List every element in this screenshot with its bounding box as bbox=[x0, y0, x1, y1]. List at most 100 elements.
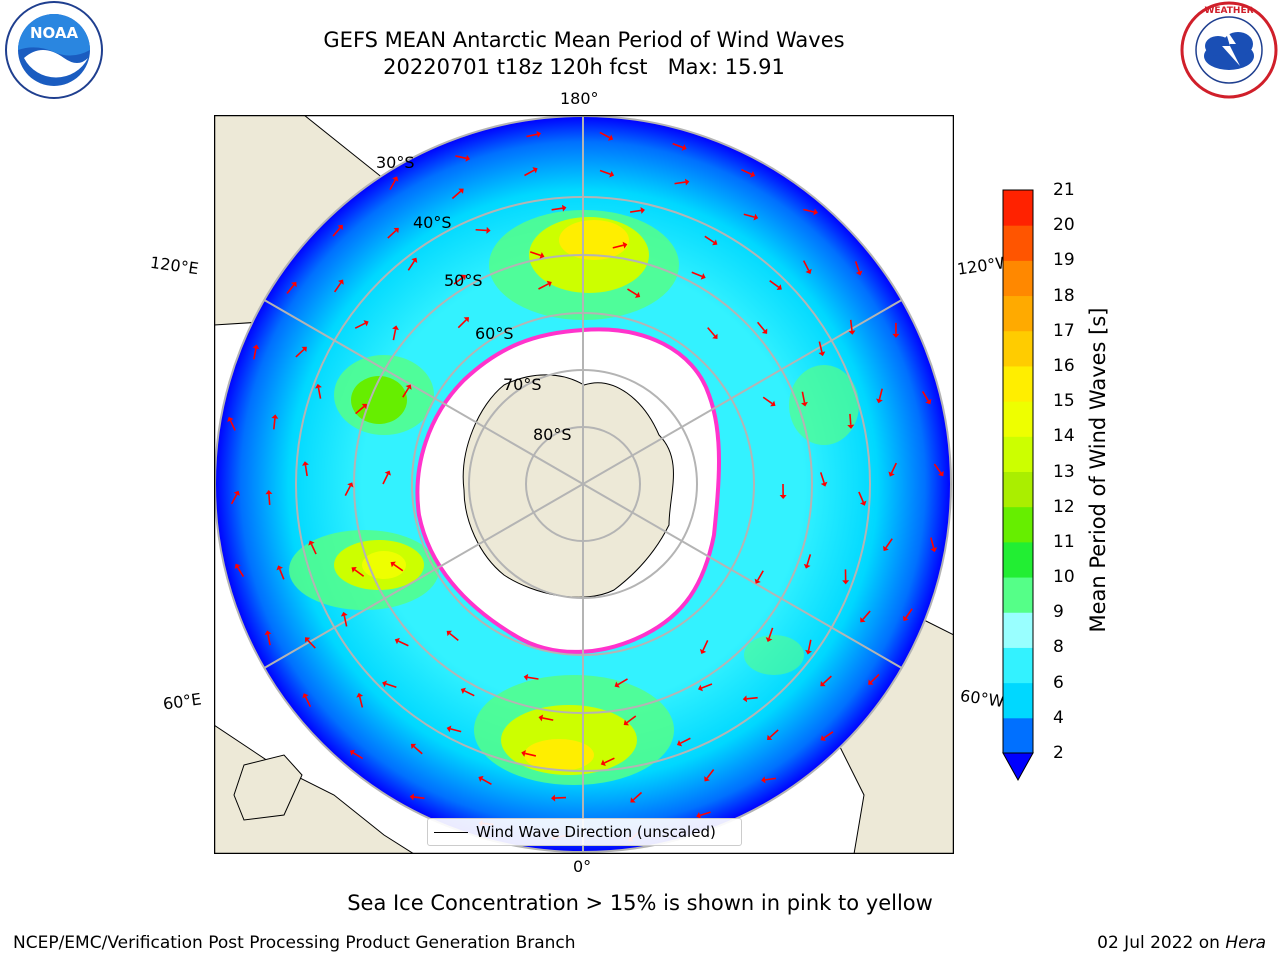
wind-wave-arrowhead bbox=[340, 611, 348, 617]
wind-wave-arrowhead bbox=[271, 414, 279, 419]
wind-wave-arrow bbox=[307, 639, 316, 649]
wind-wave-arrowhead bbox=[276, 565, 283, 571]
wind-wave-arrowhead bbox=[561, 204, 567, 212]
wind-wave-arrowhead bbox=[465, 154, 471, 162]
wind-wave-arrow bbox=[310, 543, 317, 555]
wind-wave-arrowhead bbox=[938, 470, 944, 477]
nws-logo: WEATHER bbox=[1180, 1, 1278, 99]
wind-wave-arrow bbox=[398, 640, 409, 647]
wind-wave-arrow bbox=[801, 391, 806, 403]
wind-wave-arrowhead bbox=[847, 424, 855, 429]
wind-wave-arrowhead bbox=[676, 740, 683, 747]
wind-wave-arrow bbox=[392, 329, 397, 341]
wind-wave-arrowhead bbox=[607, 134, 614, 141]
wind-wave-arrowhead bbox=[803, 563, 811, 569]
wind-wave-arrow bbox=[554, 796, 567, 799]
wind-wave-arrowhead bbox=[801, 401, 808, 407]
wind-wave-arrow bbox=[551, 207, 563, 211]
wind-wave-arrow bbox=[455, 155, 467, 160]
wind-wave-arrow bbox=[393, 563, 404, 572]
wind-wave-arrowhead bbox=[539, 252, 545, 259]
wind-wave-arrow bbox=[358, 696, 364, 708]
wind-wave-arrows bbox=[227, 130, 944, 842]
colorbar-tick-label: 9 bbox=[1053, 602, 1064, 623]
colorbar-tick-label: 18 bbox=[1053, 285, 1075, 306]
wind-wave-arrow bbox=[229, 420, 236, 431]
wind-wave-arrow bbox=[699, 811, 711, 817]
wind-wave-arrowhead bbox=[265, 489, 273, 495]
wind-wave-arrowhead bbox=[546, 280, 552, 288]
wind-wave-arrow bbox=[743, 213, 755, 218]
wind-wave-arrow bbox=[542, 717, 554, 721]
colorbar-band bbox=[1003, 260, 1033, 297]
wind-wave-arrowhead bbox=[779, 494, 787, 499]
colorbar-tick-label: 4 bbox=[1053, 707, 1064, 728]
wind-wave-arrowhead bbox=[308, 540, 315, 546]
wind-wave-arrowhead bbox=[337, 279, 344, 285]
wind-wave-arrowhead bbox=[264, 630, 272, 636]
wind-wave-arrowhead bbox=[409, 793, 415, 801]
wind-wave-arrowhead bbox=[754, 578, 761, 584]
colorbar-tick-label: 15 bbox=[1053, 391, 1075, 412]
wind-wave-arrow bbox=[355, 405, 365, 415]
colorbar-tick-label: 6 bbox=[1053, 672, 1064, 693]
wind-wave-arrow bbox=[707, 327, 716, 337]
colorbar-band bbox=[1003, 541, 1033, 578]
wind-wave-arrowhead bbox=[361, 403, 368, 410]
wind-wave-arrowhead bbox=[392, 176, 399, 182]
wind-wave-arrow bbox=[870, 673, 880, 683]
wind-wave-arrowhead bbox=[818, 351, 826, 357]
wind-wave-arrowhead bbox=[600, 759, 606, 767]
wind-wave-arrow bbox=[387, 230, 397, 239]
wind-wave-arrowhead bbox=[888, 471, 895, 477]
meridian-line bbox=[582, 299, 903, 485]
wind-wave-arrow bbox=[803, 208, 815, 213]
wind-wave-arrowhead bbox=[538, 714, 544, 722]
wind-wave-arrow bbox=[450, 728, 462, 733]
chart-subtitle: 20220701 t18z 120h fcst Max: 15.91 bbox=[383, 55, 785, 79]
wind-wave-arrowhead bbox=[410, 743, 417, 750]
wind-wave-arrow bbox=[317, 387, 322, 399]
wind-wave-arrowhead bbox=[805, 268, 812, 274]
wind-wave-arrow bbox=[268, 493, 271, 505]
wind-wave-arrowhead bbox=[876, 398, 883, 404]
wind-wave-arrowhead bbox=[337, 224, 343, 231]
wind-wave-arrow bbox=[802, 260, 810, 271]
footer-machine: Hera bbox=[1225, 933, 1266, 953]
lon-label-180: 180° bbox=[560, 89, 599, 108]
colorbar-band bbox=[1003, 365, 1033, 402]
wind-wave-arrow bbox=[769, 729, 779, 738]
colorbar-tick-label: 20 bbox=[1053, 215, 1075, 236]
wind-wave-arrow bbox=[672, 142, 684, 149]
wind-wave-arrow bbox=[885, 538, 893, 549]
meridian-line bbox=[582, 483, 903, 669]
wind-wave-arrow bbox=[878, 388, 883, 400]
lon-label-60e: 60°E bbox=[161, 689, 203, 714]
wind-wave-arrowhead bbox=[393, 227, 399, 234]
wind-wave-arrowhead bbox=[860, 500, 867, 506]
wind-wave-arrow bbox=[273, 418, 276, 430]
wind-wave-arrow bbox=[674, 181, 686, 185]
wind-wave-arrowhead bbox=[301, 461, 309, 466]
noaa-logo: NOAA bbox=[5, 1, 103, 99]
wind-wave-arrowhead bbox=[301, 346, 307, 353]
colorbar-tick-label: 17 bbox=[1053, 320, 1075, 341]
wind-wave-arrow bbox=[344, 485, 352, 497]
colorbar-ticks: 2 4 6 8 9 10 11 12 13 14 15 16 17 18 19 20 21 bbox=[1053, 0, 1093, 960]
wind-wave-arrow bbox=[413, 745, 423, 755]
wind-wave-arrow bbox=[757, 570, 764, 581]
wind-wave-arrowhead bbox=[446, 725, 452, 733]
wind-wave-arrowhead bbox=[460, 687, 466, 694]
wind-wave-arrow bbox=[453, 276, 464, 285]
antarctica bbox=[462, 374, 674, 598]
wind-wave-arrowhead bbox=[892, 333, 900, 338]
wind-wave-arrowhead bbox=[446, 630, 452, 637]
wind-wave-arrow bbox=[849, 413, 852, 425]
wind-wave-arrow bbox=[930, 537, 935, 549]
colorbar-band bbox=[1003, 577, 1033, 613]
wind-wave-arrow bbox=[253, 348, 257, 360]
wind-wave-arrow bbox=[413, 796, 425, 800]
lat-label-30s: 30°S bbox=[376, 153, 415, 172]
colorbar-band bbox=[1003, 190, 1033, 226]
wind-wave-arrow bbox=[286, 284, 295, 295]
